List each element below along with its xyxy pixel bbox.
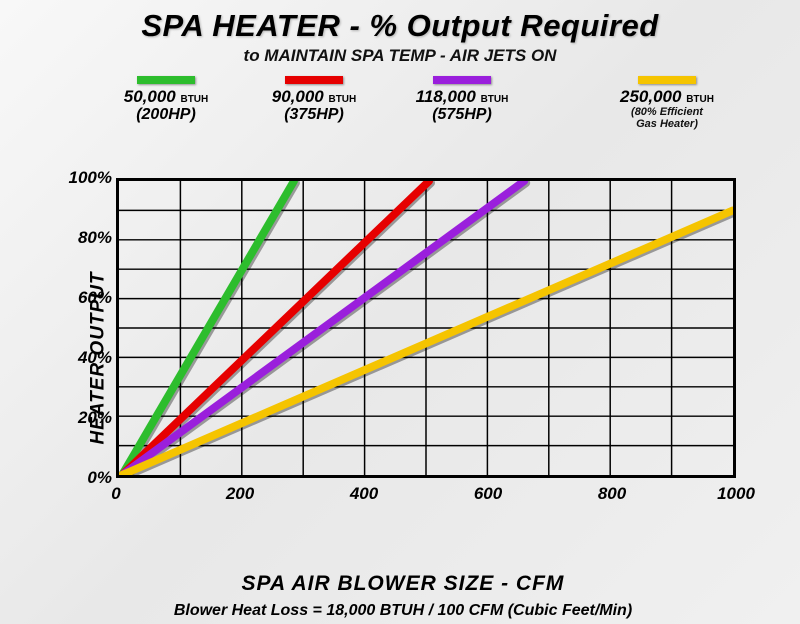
legend-sub: (575HP) — [402, 106, 522, 124]
footnote: Blower Heat Loss = 18,000 BTUH / 100 CFM… — [48, 602, 758, 620]
plot-area — [116, 178, 736, 478]
legend-sub: (375HP) — [254, 106, 374, 124]
legend-swatch — [638, 76, 696, 84]
legend-swatch — [137, 76, 195, 84]
chart: HEATER OUTPUT 0%20%40%60%80%100% 0200400… — [48, 178, 758, 538]
plot-svg — [119, 181, 733, 475]
y-tick: 60% — [78, 288, 112, 308]
y-ticks: 0%20%40%60%80%100% — [58, 178, 112, 478]
legend-label: 118,000 BTUH — [402, 88, 522, 106]
y-tick: 40% — [78, 348, 112, 368]
legend-swatch — [285, 76, 343, 84]
x-tick: 0 — [111, 484, 120, 504]
y-tick: 0% — [87, 468, 112, 488]
legend-item: 50,000 BTUH(200HP) — [106, 76, 226, 130]
main-title: SPA HEATER - % Output Required — [0, 8, 800, 44]
x-tick: 1000 — [717, 484, 755, 504]
legend-item: 90,000 BTUH(375HP) — [254, 76, 374, 130]
legend-sub: (200HP) — [106, 106, 226, 124]
legend-label: 90,000 BTUH — [254, 88, 374, 106]
sub-title: to MAINTAIN SPA TEMP - AIR JETS ON — [0, 46, 800, 66]
y-tick: 20% — [78, 408, 112, 428]
legend-label: 50,000 BTUH — [106, 88, 226, 106]
legend-item: 118,000 BTUH(575HP) — [402, 76, 522, 130]
legend-label: 250,000 BTUH — [592, 88, 742, 106]
legend-item: 250,000 BTUH(80% EfficientGas Heater) — [592, 76, 742, 130]
legend-note: (80% EfficientGas Heater) — [592, 106, 742, 130]
y-tick: 100% — [69, 168, 112, 188]
x-tick: 600 — [474, 484, 502, 504]
x-tick: 200 — [226, 484, 254, 504]
x-axis-title: SPA AIR BLOWER SIZE - CFM — [48, 572, 758, 596]
title-block: SPA HEATER - % Output Required to MAINTA… — [0, 0, 800, 66]
x-tick: 400 — [350, 484, 378, 504]
x-ticks: 02004006008001000 — [116, 480, 736, 508]
y-tick: 80% — [78, 228, 112, 248]
legend-swatch — [433, 76, 491, 84]
legend: 50,000 BTUH(200HP) 90,000 BTUH(375HP) 118,… — [0, 66, 800, 130]
x-tick: 800 — [598, 484, 626, 504]
